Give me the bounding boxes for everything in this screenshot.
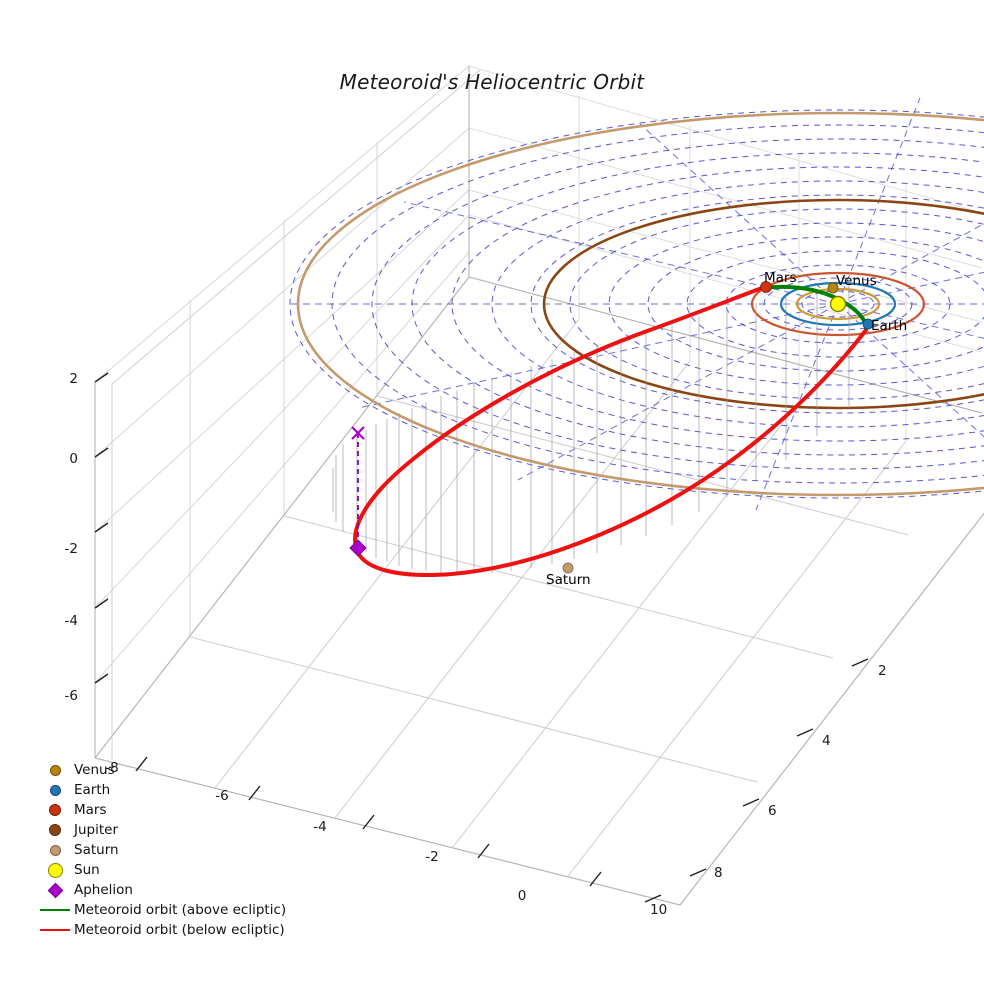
- aphelion-diamond-marker: [349, 539, 367, 557]
- circle-marker-icon: [36, 840, 74, 860]
- x-tick-label-2: -4: [313, 819, 326, 835]
- planet-markers: [562, 281, 874, 574]
- x-tick-label-3: -2: [425, 849, 438, 865]
- plot-label-saturn: Saturn: [546, 572, 591, 588]
- circle-marker-icon: [36, 760, 74, 780]
- aphelion-projection-x-icon: [351, 426, 365, 440]
- marker-sun: [829, 295, 847, 313]
- legend: Venus Earth Mars Jupiter Saturn: [36, 760, 336, 940]
- orbit-earth: [779, 281, 897, 327]
- left-pane-grid: [94, 65, 470, 758]
- z-tick-label-3: -4: [65, 613, 78, 629]
- legend-label: Earth: [74, 782, 111, 798]
- plot-label-earth: Earth: [871, 318, 907, 334]
- back-pane-grid: [468, 65, 983, 441]
- legend-label: Aphelion: [74, 882, 133, 898]
- legend-item-sun[interactable]: Sun: [36, 860, 336, 880]
- marker-venus: [827, 282, 839, 294]
- y-tick-label-3: 8: [714, 865, 723, 881]
- y-tick-label-2: 6: [768, 803, 777, 819]
- legend-item-saturn[interactable]: Saturn: [36, 840, 336, 860]
- plot-label-mars: Mars: [764, 270, 797, 286]
- planet-orbits: [296, 111, 984, 497]
- marker-earth: [862, 318, 874, 330]
- sun-marker-icon: [36, 860, 74, 880]
- orbit-mars: [750, 271, 926, 337]
- meteoroid-orbit-below-ecliptic: [353, 286, 868, 577]
- legend-item-aphelion[interactable]: Aphelion: [36, 880, 336, 900]
- legend-label: Jupiter: [74, 822, 119, 838]
- marker-saturn: [562, 562, 574, 574]
- legend-item-orbit-below[interactable]: Meteoroid orbit (below ecliptic): [36, 920, 336, 940]
- circle-marker-icon: [36, 800, 74, 820]
- circle-marker-icon: [36, 780, 74, 800]
- x-tick-label-4: 0: [518, 888, 527, 904]
- legend-label: Sun: [74, 862, 100, 878]
- legend-item-jupiter[interactable]: Jupiter: [36, 820, 336, 840]
- box-edges-far: [111, 69, 481, 760]
- legend-item-orbit-above[interactable]: Meteoroid orbit (above ecliptic): [36, 900, 336, 920]
- legend-label: Saturn: [74, 842, 119, 858]
- y-tick-label-4: 10: [650, 902, 667, 918]
- marker-mars: [760, 281, 772, 293]
- line-swatch-icon: [36, 900, 74, 920]
- z-tick-label-4: -6: [65, 688, 78, 704]
- y-tick-label-1: 4: [822, 733, 831, 749]
- legend-item-venus[interactable]: Venus: [36, 760, 336, 780]
- x-tick-label-0: -8: [105, 760, 118, 776]
- axis-tick-marks: [94, 372, 869, 903]
- x-tick-label-1: -6: [215, 788, 228, 804]
- legend-label: Meteoroid orbit (below ecliptic): [74, 922, 285, 938]
- diamond-marker-icon: [36, 880, 74, 900]
- legend-item-earth[interactable]: Earth: [36, 780, 336, 800]
- z-tick-label-1: 0: [69, 451, 78, 467]
- orbit-jupiter: [542, 198, 984, 410]
- y-tick-label-0: 2: [878, 663, 887, 679]
- orbit-saturn: [296, 111, 984, 497]
- line-swatch-icon: [36, 920, 74, 940]
- legend-label: Meteoroid orbit (above ecliptic): [74, 902, 287, 918]
- legend-label: Venus: [74, 762, 115, 778]
- legend-label: Mars: [74, 802, 107, 818]
- legend-item-mars[interactable]: Mars: [36, 800, 336, 820]
- orbit-stem-lines: [332, 283, 850, 574]
- circle-marker-icon: [36, 820, 74, 840]
- z-tick-label-0: 2: [69, 371, 78, 387]
- box-edges: [94, 66, 984, 906]
- ecliptic-polar-grid: [286, 97, 984, 511]
- plot-label-venus: Venus: [836, 273, 877, 289]
- z-tick-label-2: -2: [65, 541, 78, 557]
